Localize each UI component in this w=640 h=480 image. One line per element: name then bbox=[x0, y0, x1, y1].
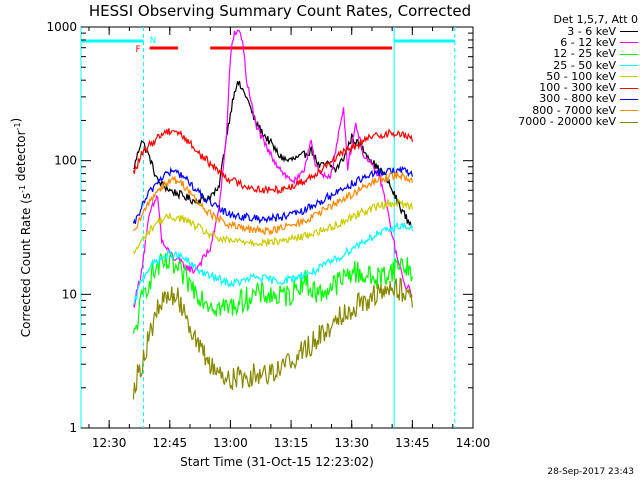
legend-swatch bbox=[620, 42, 638, 44]
chart-title: HESSI Observing Summary Count Rates, Cor… bbox=[88, 2, 472, 20]
x-tick-label-4: 13:30 bbox=[334, 436, 369, 450]
legend-entry-8: 7000 - 20000 keV bbox=[476, 115, 640, 129]
legend-label: 300 - 800 keV bbox=[539, 92, 616, 106]
legend-entry-6: 300 - 800 keV bbox=[476, 92, 640, 106]
legend-swatch bbox=[620, 98, 638, 100]
x-tick-label-2: 13:00 bbox=[213, 436, 248, 450]
x-tick-label-6: 14:00 bbox=[456, 436, 491, 450]
legend-label: 100 - 300 keV bbox=[539, 81, 616, 95]
legend-entry-3: 25 - 50 keV bbox=[476, 58, 640, 72]
legend-swatch bbox=[620, 87, 638, 89]
legend-swatch bbox=[620, 76, 638, 78]
legend-swatch bbox=[620, 110, 638, 112]
legend-swatch bbox=[620, 53, 638, 55]
legend-label: 800 - 7000 keV bbox=[532, 103, 616, 117]
x-tick-label-5: 13:45 bbox=[395, 436, 430, 450]
legend-label: 6 - 12 keV bbox=[560, 35, 616, 49]
series-line-4 bbox=[132, 198, 413, 255]
series-line-0 bbox=[133, 80, 413, 228]
y-tick-label-0: 1 bbox=[69, 421, 77, 435]
series-line-8 bbox=[132, 277, 413, 400]
series-line-2 bbox=[132, 251, 413, 334]
series-line-3 bbox=[132, 222, 413, 305]
x-tick-label-3: 13:15 bbox=[274, 436, 309, 450]
y-tick-label-1: 10 bbox=[62, 287, 77, 301]
y-tick-label-2: 100 bbox=[54, 154, 77, 168]
legend: Det 1,5,7, Att 0 3 - 6 keV 6 - 12 keV 12 -… bbox=[476, 14, 640, 128]
series-line-7 bbox=[133, 171, 413, 237]
footer-timestamp: 28-Sep-2017 23:43 bbox=[547, 467, 634, 477]
x-tick-label-0: 12:30 bbox=[92, 436, 127, 450]
legend-entry-7: 800 - 7000 keV bbox=[476, 103, 640, 117]
y-axis-label: Corrected Count Rate (s-1 detector-1) bbox=[9, 118, 33, 337]
legend-entry-5: 100 - 300 keV bbox=[476, 81, 640, 95]
legend-label: 12 - 25 keV bbox=[553, 47, 616, 61]
legend-label: 3 - 6 keV bbox=[567, 24, 616, 38]
series-line-5 bbox=[132, 128, 413, 196]
y-tick-label-3: 1000 bbox=[46, 20, 77, 34]
legend-entry-4: 50 - 100 keV bbox=[476, 69, 640, 83]
series-line-6 bbox=[132, 165, 413, 225]
legend-title: Det 1,5,7, Att 0 bbox=[553, 13, 638, 26]
legend-swatch bbox=[620, 65, 638, 67]
x-tick-label-1: 12:45 bbox=[153, 436, 188, 450]
legend-swatch bbox=[620, 121, 638, 123]
legend-label: 50 - 100 keV bbox=[546, 69, 616, 83]
legend-entry-2: 12 - 25 keV bbox=[476, 47, 640, 61]
legend-entry-1: 6 - 12 keV bbox=[476, 35, 640, 49]
legend-label: 25 - 50 keV bbox=[553, 58, 616, 72]
flag-label-F: F bbox=[135, 45, 140, 55]
x-axis-label: Start Time (31-Oct-15 12:23:02) bbox=[180, 455, 374, 469]
flag-label-N: N bbox=[150, 36, 157, 46]
legend-swatch bbox=[620, 31, 638, 33]
legend-label: 7000 - 20000 keV bbox=[518, 115, 616, 129]
legend-entry-0: 3 - 6 keV bbox=[476, 24, 640, 38]
